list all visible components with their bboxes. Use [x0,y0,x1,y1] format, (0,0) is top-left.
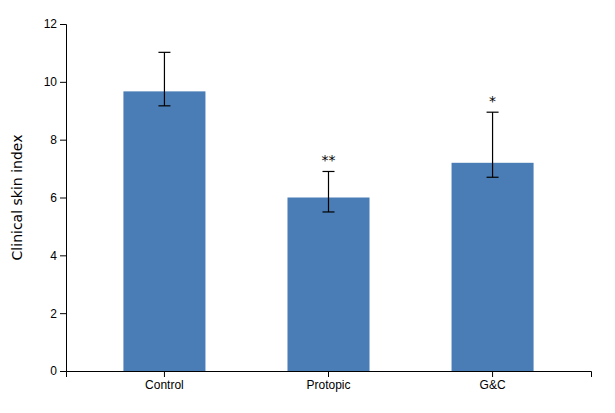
error-stem [328,171,329,211]
significance-marker: * [489,93,496,109]
y-tick-label: 4 [50,249,57,263]
y-axis: 0 2 4 6 8 10 12 [44,17,67,378]
x-tick-label: Control [145,378,184,392]
y-tick-label: 10 [44,75,58,89]
x-axis-line [67,372,592,378]
error-bar [323,171,335,211]
error-stem [492,112,493,177]
x-tick: Protopic [306,371,350,392]
y-axis-title: Clinical skin index [9,135,25,261]
y-tick-mark [60,24,66,25]
error-bar [487,112,499,177]
y-tick-label: 2 [50,307,57,321]
x-tick-label: Protopic [306,378,350,392]
y-tick-mark [60,82,66,83]
y-tick-label: 8 [50,133,57,147]
x-axis: Control Protopic G&C [67,371,592,392]
x-tick-mark [164,371,165,377]
error-bar [158,52,170,105]
y-tick-label: 0 [50,364,57,378]
bar [452,163,534,371]
error-cap-lower [158,105,170,106]
error-cap-upper [158,52,170,53]
y-tick-mark [60,255,66,256]
error-stem [164,52,165,105]
y-tick: 10 [44,75,66,89]
y-tick-mark [60,313,66,314]
y-axis-line [60,25,67,372]
chart: 024681012ControlProtopicG&C***Clinical s… [0,0,615,413]
y-tick: 8 [50,133,66,147]
x-tick: Control [145,371,184,392]
error-cap-upper [323,171,335,172]
x-tick-mark [328,371,329,377]
y-tick: 2 [50,307,66,321]
y-tick: 12 [44,17,66,31]
x-tick-mark [492,371,493,377]
bar [287,198,369,372]
x-tick: G&C [480,371,506,392]
y-tick-label: 6 [50,191,57,205]
significance-marker: ** [322,152,336,168]
annotations: *** [322,93,497,168]
error-cap-lower [323,211,335,212]
x-tick-label: G&C [480,378,506,392]
error-cap-upper [487,112,499,113]
plot: 024681012ControlProtopicG&C*** [44,17,592,391]
y-tick-mark [60,198,66,199]
y-tick-mark [60,371,66,372]
y-tick: 4 [50,249,66,263]
y-tick: 6 [50,191,66,205]
error-cap-lower [487,177,499,178]
y-tick-label: 12 [44,17,58,31]
y-tick: 0 [50,364,66,378]
marks [123,52,533,371]
bar [123,91,205,371]
y-tick-mark [60,140,66,141]
